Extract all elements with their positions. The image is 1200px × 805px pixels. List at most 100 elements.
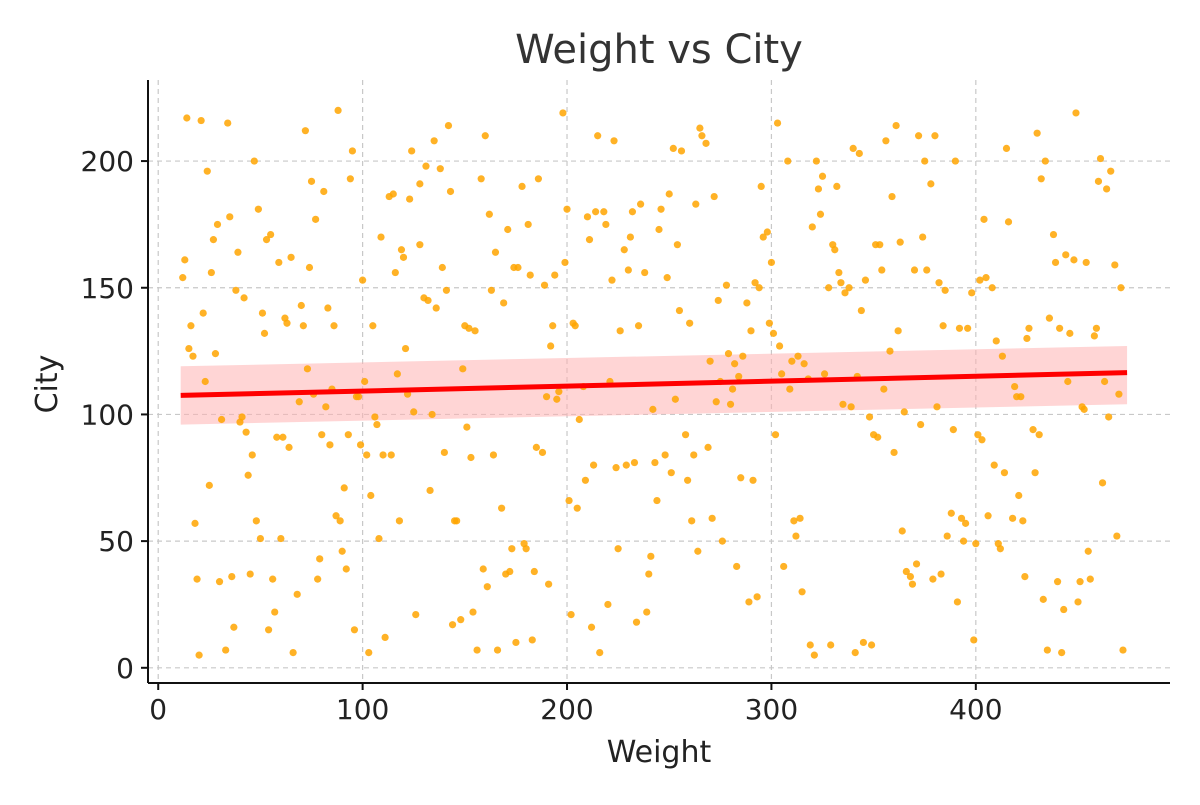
data-point <box>745 598 753 606</box>
data-point <box>346 175 354 183</box>
data-point <box>479 565 487 573</box>
data-point <box>637 200 645 208</box>
data-point <box>422 162 430 170</box>
data-point <box>906 572 915 581</box>
data-point <box>1021 572 1029 581</box>
data-point <box>254 205 262 213</box>
data-point <box>1041 157 1049 165</box>
data-point <box>937 570 945 578</box>
data-point <box>800 360 808 368</box>
data-point <box>896 238 904 246</box>
data-point <box>412 610 420 619</box>
x-tick-label: 0 <box>149 693 167 726</box>
data-point <box>874 433 882 441</box>
data-point <box>446 187 455 196</box>
tick-labels: 0 100 200 300 400 0 50 100 150 200 <box>81 145 1003 726</box>
data-point <box>833 182 841 191</box>
data-point <box>199 309 207 317</box>
data-point <box>373 420 381 429</box>
data-point <box>861 276 870 284</box>
data-point <box>359 276 367 284</box>
data-point <box>820 370 829 378</box>
data-point <box>230 623 238 631</box>
data-point <box>1049 230 1058 239</box>
data-point <box>1098 479 1107 487</box>
data-point <box>338 547 346 555</box>
data-point <box>493 646 502 654</box>
data-point <box>898 527 906 535</box>
data-point <box>518 182 526 191</box>
data-point <box>287 253 295 261</box>
data-point <box>655 225 663 234</box>
data-point <box>1023 334 1031 343</box>
data-point <box>549 322 557 330</box>
data-point <box>181 256 189 264</box>
data-point <box>751 279 759 287</box>
data-point <box>630 458 639 467</box>
data-point <box>195 651 203 659</box>
data-point <box>900 408 908 416</box>
data-point <box>213 220 222 229</box>
data-point <box>365 648 373 657</box>
data-point <box>508 545 516 553</box>
data-point <box>675 306 684 315</box>
data-point <box>267 230 275 239</box>
data-point <box>702 139 710 147</box>
data-point <box>410 408 418 416</box>
data-point <box>563 205 571 213</box>
data-point <box>1094 177 1103 185</box>
data-point <box>273 433 281 441</box>
data-point <box>1011 382 1019 391</box>
data-point <box>1058 648 1066 657</box>
data-point <box>917 420 925 429</box>
data-point <box>780 562 788 571</box>
data-point <box>692 200 700 208</box>
data-point <box>193 575 201 583</box>
data-point <box>279 433 287 441</box>
data-point <box>1000 469 1009 477</box>
data-point <box>473 646 481 654</box>
data-point <box>671 395 679 403</box>
data-point <box>540 281 549 289</box>
data-point <box>1045 314 1054 322</box>
y-tick-label: 100 <box>81 398 134 431</box>
data-point <box>244 471 252 479</box>
data-point <box>812 157 820 165</box>
data-point <box>947 509 955 517</box>
data-point <box>949 426 957 434</box>
data-point <box>1070 256 1078 264</box>
data-point <box>451 517 459 525</box>
data-point <box>923 266 931 274</box>
data-point <box>880 385 888 393</box>
data-point <box>391 268 399 277</box>
data-point <box>344 431 352 439</box>
data-point <box>624 266 632 274</box>
data-point <box>690 451 698 459</box>
data-point <box>753 593 761 601</box>
data-point <box>526 271 534 279</box>
data-point <box>792 532 800 540</box>
data-point <box>673 241 681 249</box>
data-point <box>677 147 686 155</box>
data-point <box>1033 129 1041 137</box>
data-point <box>399 253 408 261</box>
data-point <box>240 294 248 302</box>
data-point <box>1064 377 1072 386</box>
data-point <box>661 451 669 459</box>
data-point <box>771 431 780 439</box>
data-point <box>334 106 342 115</box>
data-point <box>1086 575 1094 583</box>
data-point <box>626 233 634 241</box>
data-point <box>1080 405 1088 413</box>
data-point <box>587 623 596 631</box>
data-point <box>377 233 385 241</box>
data-point <box>882 137 890 145</box>
data-point <box>1029 426 1037 434</box>
data-point <box>710 192 718 201</box>
data-point <box>1004 218 1013 226</box>
data-point <box>955 324 964 332</box>
data-point <box>185 344 193 353</box>
data-point <box>491 248 500 256</box>
data-point <box>747 327 755 335</box>
data-point <box>320 187 328 196</box>
